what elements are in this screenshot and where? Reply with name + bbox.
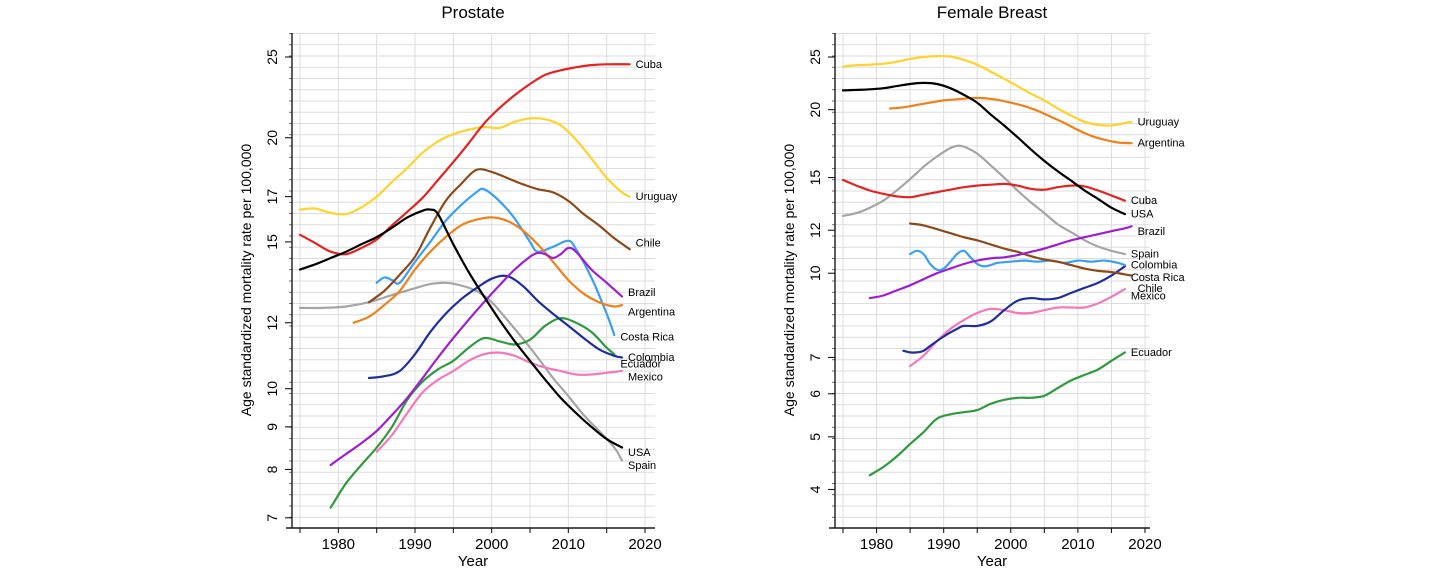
tick-labels-0: 1980 1990 2000 2010 2020 7 8 9 10 12 15 17 20 25 <box>264 49 662 553</box>
series-label-chile: Chile <box>636 238 661 250</box>
series-label-argentina: Argentina <box>628 307 676 319</box>
x-tick-label: 1990 <box>927 536 960 553</box>
series-label-spain: Spain <box>1131 248 1159 260</box>
axes-0 <box>285 33 655 533</box>
x-tick-label: 2000 <box>994 536 1027 553</box>
x-tick-label: 1990 <box>398 536 431 553</box>
y-tick-label: 10 <box>264 381 280 397</box>
series-label-brazil: Brazil <box>1138 226 1166 238</box>
series-line-uruguay <box>298 117 631 216</box>
series-label-costa-rica: Costa Rica <box>620 331 675 343</box>
series-line-chile <box>367 168 631 304</box>
chart-title-prostate: Prostate <box>441 3 504 22</box>
y-tick-label: 17 <box>264 189 280 205</box>
series-label-argentina: Argentina <box>1138 138 1186 150</box>
series-line-spain <box>841 144 1126 256</box>
axes-1 <box>828 33 1150 533</box>
series-label-usa: USA <box>1131 209 1154 221</box>
series-label-cuba: Cuba <box>636 59 663 71</box>
series-line-colombia <box>909 249 1126 272</box>
series-line-brazil <box>329 246 624 467</box>
y-tick-label: 7 <box>264 514 280 522</box>
series-line-brazil <box>868 225 1133 300</box>
x-tick-label: 2010 <box>1061 536 1094 553</box>
series-label-colombia: Colombia <box>628 352 675 364</box>
y-axis-label-female-breast: Age standardized mortality rate per 100,… <box>781 144 797 417</box>
series-line-ecuador <box>868 351 1126 477</box>
series-1 <box>841 54 1133 477</box>
x-axis-label-prostate: Year <box>458 553 488 570</box>
series-line-argentina <box>352 216 624 324</box>
series-line-mexico <box>909 288 1126 368</box>
series-0 <box>298 63 631 509</box>
x-axis-label-female-breast: Year <box>977 553 1007 570</box>
series-label-brazil: Brazil <box>628 287 656 299</box>
y-tick-label: 8 <box>264 465 280 473</box>
y-tick-label: 20 <box>807 102 823 118</box>
series-line-uruguay <box>841 54 1133 127</box>
x-tick-label: 2020 <box>628 536 661 553</box>
series-line-mexico <box>375 351 624 453</box>
series-line-cuba <box>298 63 631 256</box>
series-line-ecuador <box>329 317 616 509</box>
y-tick-label: 25 <box>264 49 280 65</box>
y-tick-label: 15 <box>264 234 280 250</box>
y-tick-label: 10 <box>807 265 823 281</box>
series-label-ecuador: Ecuador <box>620 359 661 371</box>
chart-prostate: 1980 1990 2000 2010 2020 7 8 9 10 12 15 17 20 25 Spai… <box>238 3 678 570</box>
series-label-chile: Chile <box>1138 283 1163 295</box>
series-line-spain <box>298 281 624 462</box>
y-tick-label: 7 <box>807 353 823 361</box>
chart-female-breast: 1980 1990 2000 2010 2020 4 5 6 7 10 12 15 20 25 Spain… <box>781 3 1186 570</box>
series-label-uruguay: Uruguay <box>636 191 678 203</box>
chart-title-female-breast: Female Breast <box>937 3 1048 22</box>
y-tick-label: 12 <box>264 315 280 331</box>
series-label-cuba: Cuba <box>1131 195 1158 207</box>
y-tick-label: 15 <box>807 170 823 186</box>
series-label-spain: Spain <box>628 460 656 472</box>
x-tick-label: 2010 <box>552 536 585 553</box>
series-label-colombia: Colombia <box>1131 260 1178 272</box>
tick-labels-1: 1980 1990 2000 2010 2020 4 5 6 7 10 12 15 20 25 <box>807 49 1162 553</box>
series-label-mexico: Mexico <box>628 372 663 384</box>
series-line-usa <box>298 208 624 449</box>
series-label-mexico: Mexico <box>1131 291 1166 303</box>
y-tick-label: 25 <box>807 49 823 65</box>
series-line-costa-rica <box>902 265 1126 354</box>
y-tick-label: 5 <box>807 433 823 441</box>
y-tick-label: 6 <box>807 390 823 398</box>
x-tick-label: 1980 <box>322 536 355 553</box>
x-tick-label: 2000 <box>475 536 508 553</box>
y-tick-label: 20 <box>264 130 280 146</box>
x-tick-label: 1980 <box>860 536 893 553</box>
x-tick-label: 2020 <box>1128 536 1161 553</box>
series-label-costa-rica: Costa Rica <box>1131 272 1186 284</box>
y-tick-label: 9 <box>264 423 280 431</box>
series-line-costa-rica <box>375 187 616 337</box>
y-axis-label-prostate: Age standardized mortality rate per 100,… <box>238 144 254 417</box>
y-tick-label: 4 <box>807 485 823 493</box>
series-line-argentina <box>888 96 1133 145</box>
series-label-ecuador: Ecuador <box>1131 347 1172 359</box>
grid-0 <box>292 33 655 528</box>
series-line-usa <box>841 81 1126 216</box>
series-label-uruguay: Uruguay <box>1138 116 1180 128</box>
series-line-colombia <box>367 274 624 380</box>
y-tick-label: 12 <box>807 222 823 238</box>
series-label-usa: USA <box>628 447 651 459</box>
